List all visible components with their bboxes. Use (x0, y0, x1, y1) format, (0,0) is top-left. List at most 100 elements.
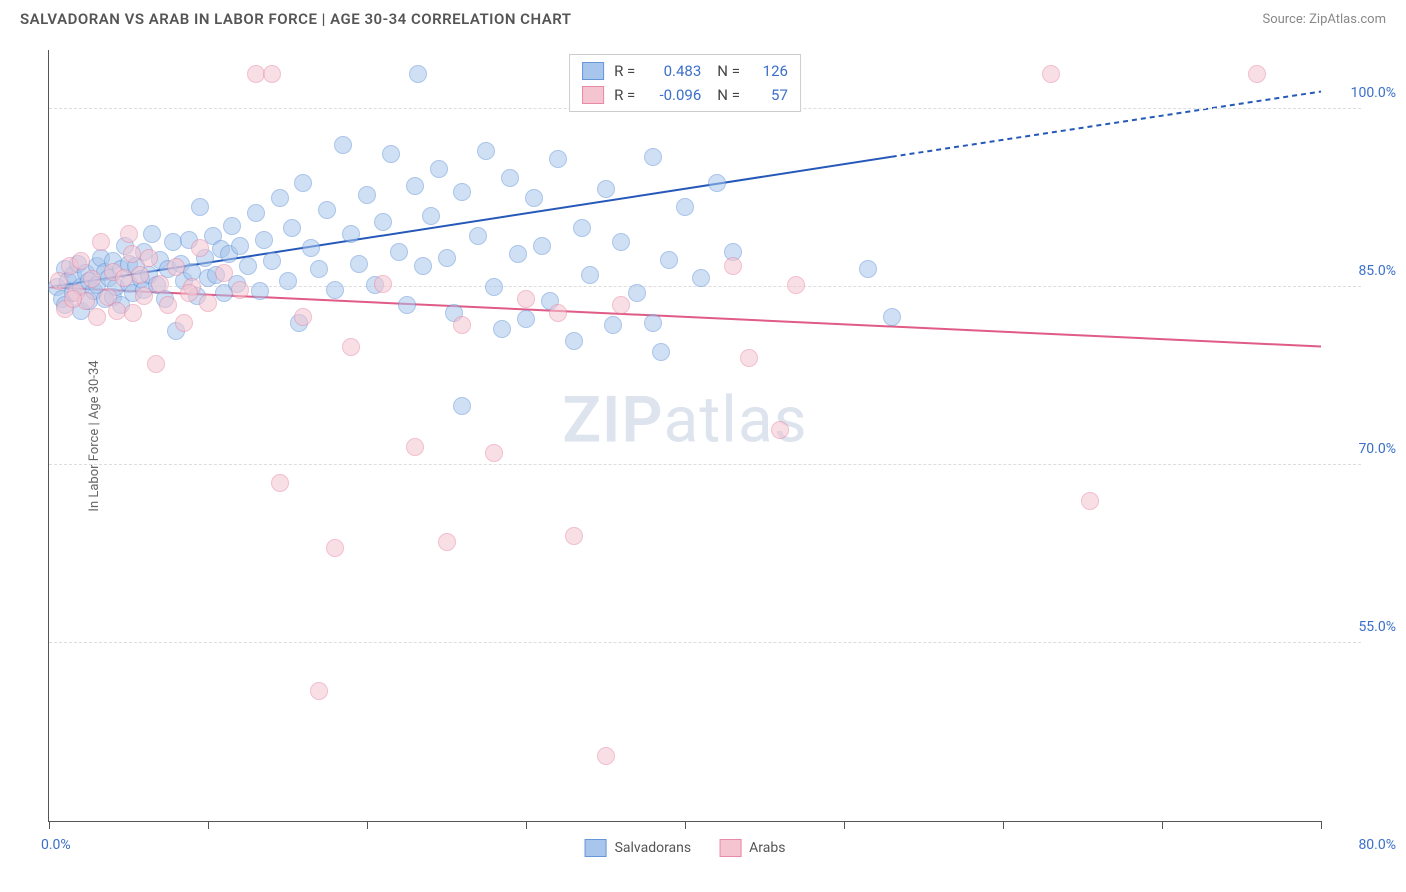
data-point (175, 314, 193, 332)
data-point (1248, 65, 1266, 83)
data-point (771, 421, 789, 439)
data-point (787, 276, 805, 294)
correlation-chart: In Labor Force | Age 30-34 ZIPatlas 55.0… (48, 50, 1321, 822)
x-tick (844, 821, 845, 829)
data-point (422, 207, 440, 225)
data-point (140, 249, 158, 267)
data-point (283, 219, 301, 237)
data-point (263, 252, 281, 270)
data-point (676, 198, 694, 216)
data-point (199, 294, 217, 312)
data-point (740, 349, 758, 367)
data-point (310, 260, 328, 278)
data-point (374, 275, 392, 293)
y-tick-label: 70.0% (1336, 441, 1396, 457)
x-tick (1003, 821, 1004, 829)
data-point (231, 237, 249, 255)
data-point (159, 296, 177, 314)
data-point (279, 272, 297, 290)
data-point (135, 287, 153, 305)
data-point (350, 255, 368, 273)
data-point (565, 332, 583, 350)
data-point (120, 225, 138, 243)
n-value: 126 (750, 59, 788, 83)
legend-label: Salvadorans (615, 840, 692, 856)
data-point (310, 682, 328, 700)
r-label: R = (614, 83, 635, 107)
data-point (406, 177, 424, 195)
x-min-label: 0.0% (41, 837, 71, 853)
data-point (517, 290, 535, 308)
data-point (223, 217, 241, 235)
data-point (382, 145, 400, 163)
data-point (604, 316, 622, 334)
n-label: N = (717, 59, 740, 83)
data-point (247, 204, 265, 222)
r-value: -0.096 (645, 83, 701, 107)
chart-title: SALVADORAN VS ARAB IN LABOR FORCE | AGE … (20, 10, 572, 28)
data-point (342, 338, 360, 356)
data-point (124, 304, 142, 322)
legend-label: Arabs (749, 840, 785, 856)
data-point (143, 225, 161, 243)
data-point (581, 266, 599, 284)
data-point (271, 474, 289, 492)
data-point (83, 270, 101, 288)
source-attribution: Source: ZipAtlas.com (1262, 12, 1386, 27)
data-point (438, 533, 456, 551)
data-point (271, 189, 289, 207)
legend-swatch (582, 62, 604, 80)
data-point (342, 225, 360, 243)
r-label: R = (614, 59, 635, 83)
legend-item: Arabs (719, 839, 785, 857)
data-point (302, 239, 320, 257)
data-point (374, 213, 392, 231)
legend-item: Salvadorans (585, 839, 692, 857)
data-point (565, 527, 583, 545)
data-point (398, 296, 416, 314)
x-tick (685, 821, 686, 829)
data-point (612, 233, 630, 251)
data-point (414, 257, 432, 275)
data-point (390, 243, 408, 261)
data-point (294, 174, 312, 192)
stats-legend: R =0.483N =126R =-0.096N =57 (569, 54, 801, 112)
data-point (493, 320, 511, 338)
data-point (215, 264, 233, 282)
data-point (692, 269, 710, 287)
r-value: 0.483 (645, 59, 701, 83)
data-point (92, 233, 110, 251)
data-point (469, 227, 487, 245)
data-point (123, 245, 141, 263)
legend-swatch (582, 86, 604, 104)
trend-line-extrapolated (892, 92, 1321, 157)
x-tick (367, 821, 368, 829)
data-point (533, 237, 551, 255)
series-legend: Salvadorans Arabs (585, 839, 786, 857)
data-point (326, 539, 344, 557)
n-label: N = (717, 83, 740, 107)
data-point (239, 257, 257, 275)
data-point (597, 180, 615, 198)
data-point (485, 278, 503, 296)
data-point (644, 148, 662, 166)
data-point (294, 308, 312, 326)
data-point (883, 308, 901, 326)
data-point (180, 284, 198, 302)
x-tick (208, 821, 209, 829)
data-point (409, 65, 427, 83)
data-point (251, 282, 269, 300)
data-point (612, 296, 630, 314)
data-point (147, 355, 165, 373)
gridline (49, 464, 1361, 465)
data-point (231, 281, 249, 299)
data-point (88, 308, 106, 326)
data-point (50, 272, 68, 290)
data-point (191, 198, 209, 216)
data-point (724, 257, 742, 275)
data-point (263, 65, 281, 83)
data-point (652, 343, 670, 361)
data-point (1042, 65, 1060, 83)
data-point (131, 266, 149, 284)
data-point (326, 281, 344, 299)
